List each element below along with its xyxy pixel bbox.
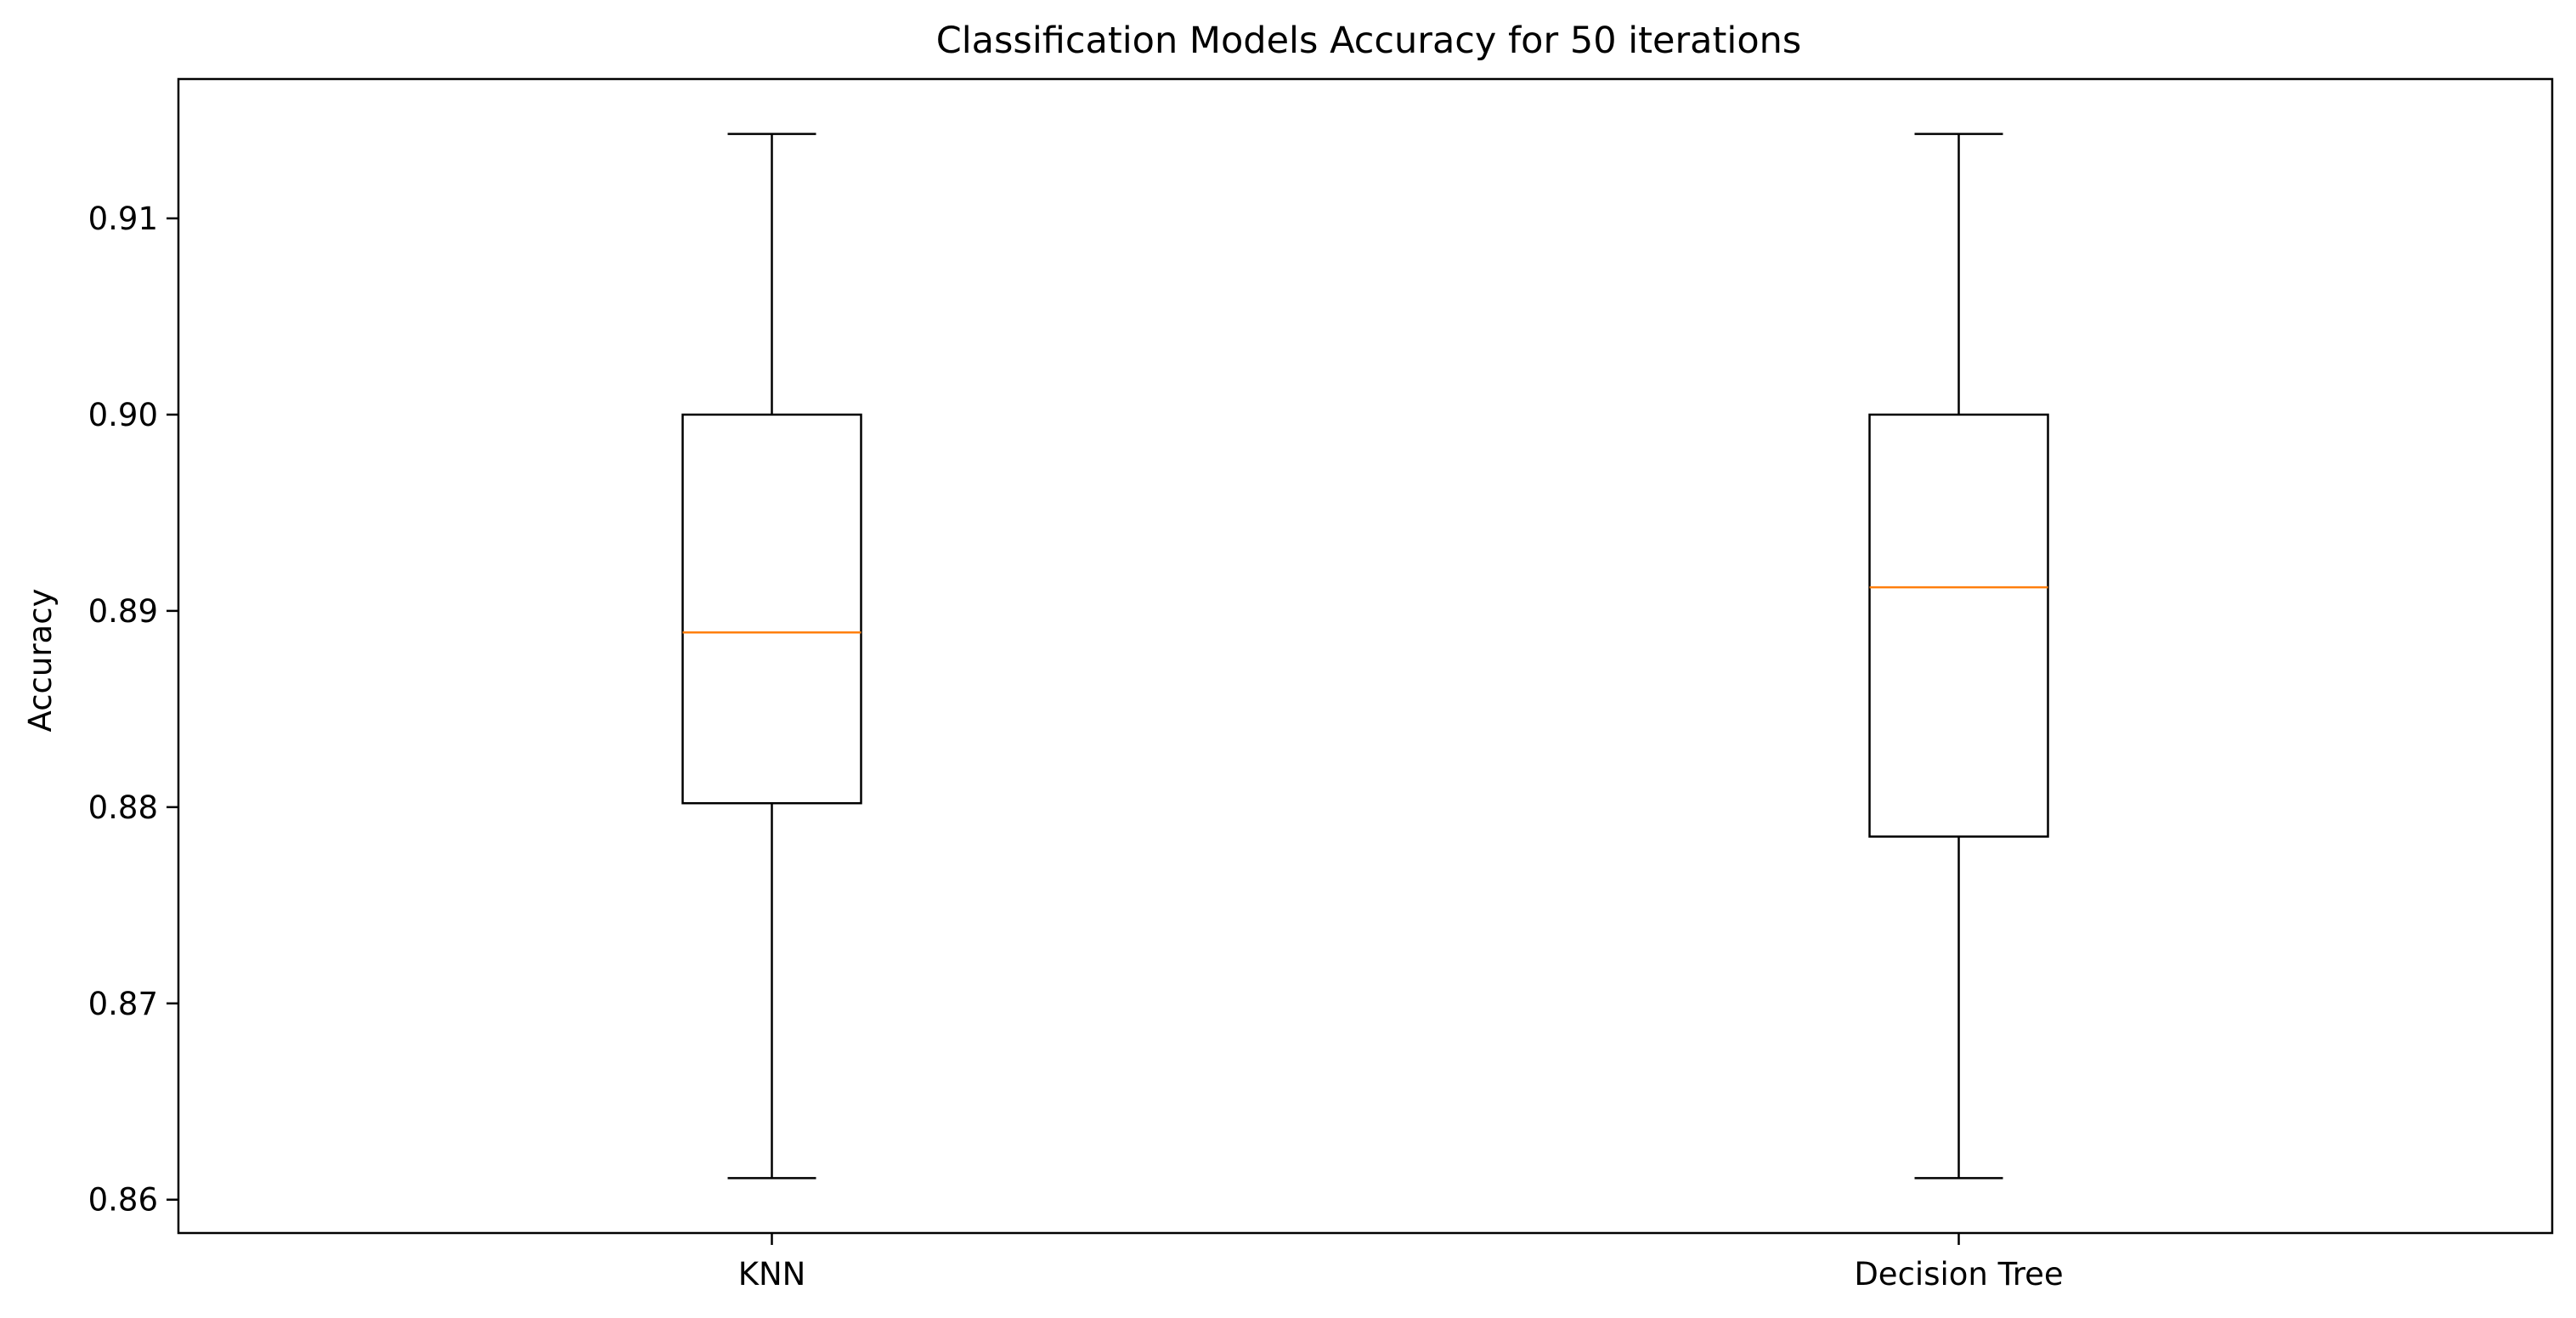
box-knn xyxy=(681,133,862,1179)
box-series xyxy=(681,133,2049,1179)
y-tick-label: 0.89 xyxy=(88,593,158,630)
y-tick-label: 0.86 xyxy=(88,1182,158,1219)
y-tick-label: 0.91 xyxy=(88,201,158,237)
y-tick-label: 0.90 xyxy=(88,397,158,433)
y-tick-label: 0.88 xyxy=(88,789,158,826)
x-tick-label: Decision Tree xyxy=(1854,1256,2063,1293)
iqr-box xyxy=(681,413,862,805)
plot-area-frame xyxy=(177,77,2554,1235)
x-axis-ticks: KNN Decision Tree xyxy=(738,1233,2064,1293)
iqr-box xyxy=(1868,413,2049,838)
y-axis-ticks: 0.86 0.87 0.88 0.89 0.90 0.91 xyxy=(88,201,178,1219)
box-decision-tree xyxy=(1868,133,2049,1179)
y-axis-label: Accuracy xyxy=(22,589,59,733)
y-tick-label: 0.87 xyxy=(88,986,158,1022)
chart-title: Classification Models Accuracy for 50 it… xyxy=(936,20,1802,62)
x-tick-label: KNN xyxy=(738,1256,806,1293)
